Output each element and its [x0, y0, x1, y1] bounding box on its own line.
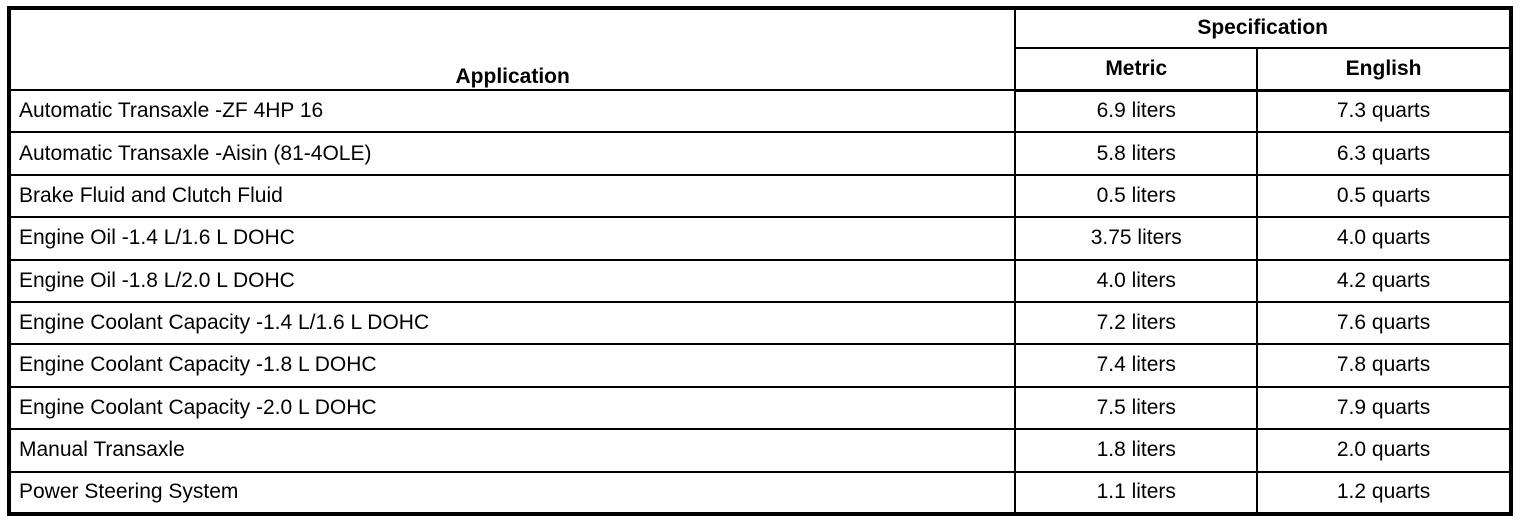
table-row: Engine Coolant Capacity -1.8 L DOHC 7.4 l… — [7, 343, 1512, 388]
application-cell: Manual Transaxle — [7, 428, 1017, 473]
application-cell: Automatic Transaxle -ZF 4HP 16 — [7, 88, 1017, 134]
table-row: Engine Oil -1.8 L/2.0 L DOHC 4.0 liters 4.… — [7, 258, 1512, 303]
column-header-english: English — [1256, 47, 1512, 92]
header-row-specification: Application Specification — [7, 7, 1512, 91]
english-value-cell: 7.8 quarts — [1256, 343, 1512, 388]
english-value-cell: 4.0 quarts — [1256, 216, 1512, 261]
header-row-units: Metric English — [9, 47, 1512, 92]
application-cell: Automatic Transaxle -Aisin (81-4OLE) — [7, 131, 1017, 176]
column-header-application: Application — [7, 7, 1017, 91]
column-header-metric: Metric — [1014, 47, 1259, 92]
metric-value-cell: 3.75 liters — [1014, 216, 1259, 261]
table-row: Brake Fluid and Clutch Fluid 0.5 liters 0.… — [7, 173, 1512, 219]
table-header: Application Specification Metric English — [7, 7, 1512, 92]
application-cell: Brake Fluid and Clutch Fluid — [7, 173, 1017, 219]
metric-value-cell: 6.9 liters — [1014, 88, 1259, 134]
metric-value-cell: 0.5 liters — [1014, 173, 1259, 219]
application-cell: Engine Coolant Capacity -1.8 L DOHC — [7, 343, 1017, 388]
english-value-cell: 6.3 quarts — [1256, 131, 1512, 176]
english-value-cell: 2.0 quarts — [1256, 428, 1512, 473]
english-value-cell: 7.3 quarts — [1256, 88, 1512, 134]
metric-value-cell: 4.0 liters — [1014, 258, 1259, 303]
english-value-cell: 0.5 quarts — [1256, 173, 1512, 219]
application-cell: Power Steering System — [7, 470, 1017, 516]
application-cell: Engine Coolant Capacity -2.0 L DOHC — [7, 385, 1017, 431]
table-row: Engine Oil -1.4 L/1.6 L DOHC 3.75 liters 4… — [7, 216, 1512, 261]
metric-value-cell: 1.1 liters — [1014, 470, 1259, 516]
metric-value-cell: 7.5 liters — [1014, 385, 1259, 431]
application-cell: Engine Coolant Capacity -1.4 L/1.6 L DOH… — [7, 300, 1017, 346]
application-cell: Engine Oil -1.4 L/1.6 L DOHC — [7, 216, 1017, 261]
table-row: Engine Coolant Capacity -1.4 L/1.6 L DOH… — [7, 300, 1512, 346]
english-value-cell: 4.2 quarts — [1256, 258, 1512, 303]
table-row: Automatic Transaxle -ZF 4HP 16 6.9 liters… — [7, 88, 1512, 134]
metric-value-cell: 1.8 liters — [1014, 428, 1259, 473]
metric-value-cell: 7.2 liters — [1014, 300, 1259, 346]
metric-value-cell: 7.4 liters — [1014, 343, 1259, 388]
english-value-cell: 1.2 quarts — [1256, 470, 1512, 516]
capacities-table: Application Specification Metric English… — [7, 6, 1513, 516]
application-cell: Engine Oil -1.8 L/2.0 L DOHC — [7, 258, 1017, 303]
metric-value-cell: 5.8 liters — [1014, 131, 1259, 176]
table-body: Automatic Transaxle -ZF 4HP 16 6.9 liters… — [7, 88, 1512, 516]
english-value-cell: 7.9 quarts — [1256, 385, 1512, 431]
column-header-specification: Specification — [1014, 7, 1512, 49]
table-row: Engine Coolant Capacity -2.0 L DOHC 7.5 l… — [7, 385, 1512, 431]
table-row: Automatic Transaxle -Aisin (81-4OLE) 5.8 … — [7, 131, 1512, 176]
table-row: Manual Transaxle 1.8 liters 2.0 quarts — [7, 428, 1512, 473]
english-value-cell: 7.6 quarts — [1256, 300, 1512, 346]
table-row: Power Steering System 1.1 liters 1.2 quart… — [7, 470, 1512, 516]
